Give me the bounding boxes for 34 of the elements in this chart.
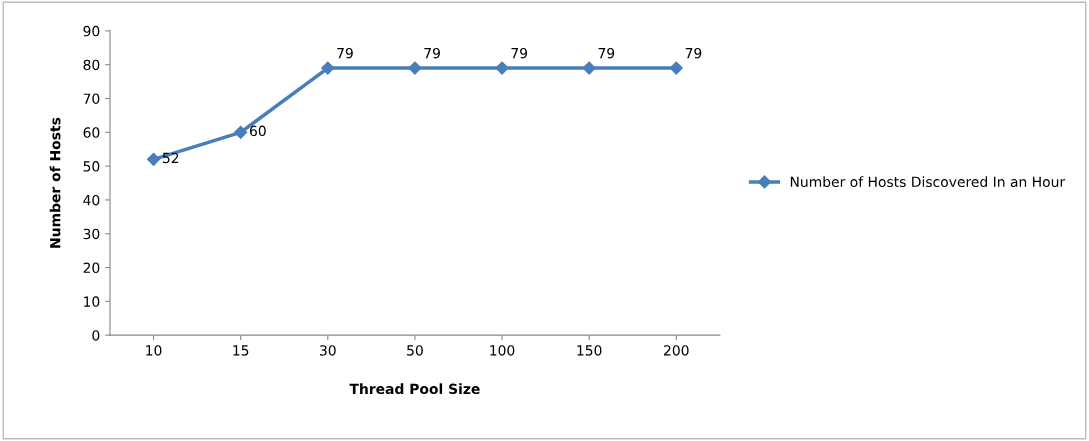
data-label: 79 bbox=[511, 47, 528, 59]
y-tick-label: 10 bbox=[84, 296, 100, 307]
point bbox=[321, 61, 335, 75]
y-tick-label: 90 bbox=[83, 25, 100, 37]
y-tick-label: 60 bbox=[83, 127, 100, 138]
y-tick-label: 70 bbox=[83, 93, 100, 104]
x-tick-label: 30 bbox=[320, 345, 336, 356]
legend-label: Number of Hosts Discovered In an Hour bbox=[790, 176, 1066, 188]
y-tick-label: 30 bbox=[83, 228, 100, 240]
point bbox=[582, 61, 596, 75]
x-tick-label: 15 bbox=[233, 345, 249, 356]
y-tick-label: 20 bbox=[83, 262, 100, 274]
point bbox=[234, 125, 248, 139]
x-tick-label: 150 bbox=[577, 345, 602, 356]
data-label: 60 bbox=[249, 125, 266, 137]
data-label: 79 bbox=[598, 47, 615, 59]
x-tick-label: 50 bbox=[407, 345, 423, 356]
data-label: 79 bbox=[424, 47, 440, 59]
x-tick-label: 10 bbox=[146, 345, 162, 356]
x-axis-title: Thread Pool Size bbox=[349, 383, 480, 395]
point bbox=[495, 61, 509, 75]
data-label: 79 bbox=[685, 47, 702, 59]
data-label: 79 bbox=[337, 47, 353, 59]
data-label: 52 bbox=[162, 152, 179, 164]
y-tick-label: 40 bbox=[83, 194, 100, 206]
x-tick-label: 200 bbox=[664, 345, 689, 356]
y-tick-label: 0 bbox=[92, 330, 100, 341]
y-tick-label: 50 bbox=[83, 161, 100, 172]
point bbox=[669, 61, 683, 75]
y-tick-label: 80 bbox=[83, 59, 100, 71]
y-axis-title: Number of Hosts bbox=[49, 117, 61, 248]
point bbox=[408, 61, 422, 75]
point bbox=[146, 152, 161, 166]
x-tick-label: 100 bbox=[490, 345, 515, 356]
